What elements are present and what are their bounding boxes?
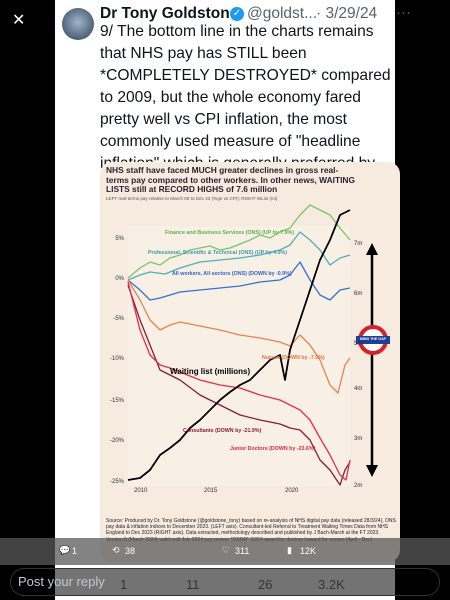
reply-input[interactable] — [10, 568, 440, 596]
overlay-icon[interactable]: 💬 — [59, 545, 71, 555]
roundel-bar — [356, 336, 390, 344]
series-label: Consultants (DOWN by -21.9%) — [183, 428, 262, 434]
overlay-count[interactable]: 38 — [125, 546, 136, 556]
left-axis-label: -5% — [113, 316, 124, 322]
overlay-icon[interactable]: ♡ — [222, 545, 231, 555]
chart-image[interactable]: NHS staff have faced MUCH greater declin… — [100, 162, 400, 562]
waiting-list-line — [127, 209, 351, 481]
all-workers-line — [127, 261, 351, 301]
sign-text: MIND THE GAP — [359, 337, 387, 341]
author-handle[interactable]: @goldst... — [247, 5, 318, 22]
right-axis-label: 6m — [354, 291, 363, 297]
verified-badge: ✓ — [230, 7, 244, 21]
series-label: Nurses (DOWN by -7.9%) — [262, 355, 325, 361]
left-axis-label: -25% — [109, 479, 124, 485]
left-axis-label: -10% — [109, 356, 124, 362]
arrow-head — [366, 465, 378, 477]
overlay-icon[interactable]: ⟲ — [112, 545, 120, 555]
series-label: Professional, Scientific & Technical (ON… — [148, 250, 288, 256]
close-button[interactable]: ✕ — [12, 12, 26, 29]
avatar[interactable] — [62, 8, 94, 40]
left-axis-label: 0% — [115, 276, 124, 282]
x-axis-label: 2010 — [134, 488, 148, 494]
overlay-count[interactable]: 12K — [300, 546, 317, 556]
left-axis-label: -15% — [109, 398, 124, 404]
overlay-count[interactable]: 1 — [72, 546, 78, 556]
arrow-head — [366, 243, 378, 255]
x-axis-label: 2015 — [204, 488, 218, 494]
image-subtitle: LEFT real-terms pay relative to March 09… — [106, 196, 278, 201]
post-date[interactable]: · 3/29/24 — [316, 5, 378, 22]
right-axis-label: 4m — [354, 386, 363, 392]
stats-overlay — [0, 538, 450, 565]
more-button[interactable]: ··· — [396, 4, 411, 21]
nurses-line — [127, 279, 351, 394]
image-title: NHS staff have faced MUCH greater declin… — [106, 165, 355, 194]
right-axis-label: 2m — [354, 483, 363, 489]
waiting-list-label: Waiting list (millions) — [170, 367, 251, 376]
x-axis-label: 2020 — [285, 488, 299, 494]
right-axis-label: 7m — [354, 241, 363, 247]
author-name[interactable]: Dr Tony Goldstone — [100, 5, 239, 22]
series-label: Junior Doctors (DOWN by -23.6%) — [230, 446, 316, 452]
consultants-line — [127, 284, 351, 486]
overlay-icon[interactable]: ▮ — [287, 545, 292, 555]
reply-placeholder: Post your reply — [18, 574, 105, 589]
right-axis-label: 3m — [354, 436, 363, 442]
series-label: Finance and Business Services (ONS) (UP … — [165, 230, 295, 236]
junior-doctors-line — [127, 281, 351, 481]
chart-drawing — [127, 204, 390, 486]
series-label: All workers, All sectors (ONS) (DOWN by … — [172, 271, 292, 277]
overlay-count[interactable]: 311 — [235, 546, 250, 556]
plot-area — [128, 226, 350, 486]
left-axis-label: 5% — [115, 236, 124, 242]
right-axis-label: 5m — [354, 341, 363, 347]
left-axis-label: -20% — [109, 438, 124, 444]
finance-line — [127, 204, 351, 279]
